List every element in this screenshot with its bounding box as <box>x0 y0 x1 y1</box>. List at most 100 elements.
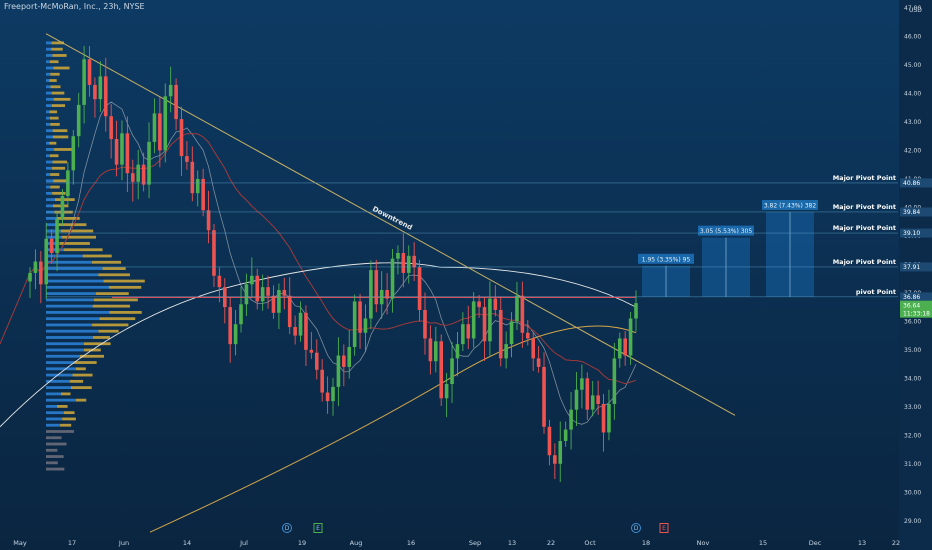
volume-bar-buy <box>46 405 58 408</box>
ema-long-line <box>149 325 637 533</box>
candle-down <box>585 378 590 410</box>
target-box-tag <box>698 225 754 236</box>
candle-down <box>466 324 471 339</box>
volume-bar-sell <box>99 317 136 321</box>
volume-bar-buy <box>46 423 61 427</box>
candle-up <box>515 295 519 322</box>
volume-bar-buy <box>46 348 84 352</box>
candle-up <box>98 76 103 100</box>
volume-bar-sell <box>52 191 66 195</box>
sma-white-line <box>0 262 637 428</box>
candle-up <box>277 290 281 313</box>
volume-bar-buy <box>46 392 61 396</box>
candle-up <box>298 312 303 336</box>
price-tick-label: 42.00 <box>904 147 921 154</box>
volume-bar-buy <box>46 97 54 101</box>
volume-bar-sell <box>50 185 60 189</box>
last-price-label: 36.64 <box>903 303 920 310</box>
price-axis[interactable]: 29.00 30.00 31.00 32.00 33.00 34.00 35.00 36.00… <box>899 0 932 550</box>
candle-up <box>461 324 465 345</box>
volume-bar-sell <box>92 336 111 339</box>
volume-bar-buy <box>46 47 52 51</box>
volume-bar-sell <box>70 386 92 390</box>
candle-up <box>352 301 357 347</box>
event-marker-label: D <box>285 525 290 532</box>
candle-down <box>217 275 222 288</box>
candle-down <box>423 309 427 339</box>
candle-down <box>525 332 530 339</box>
volume-bar-buy <box>46 85 51 89</box>
price-tick-label: 46.00 <box>904 33 921 40</box>
volume-bar-buy <box>46 455 52 458</box>
volume-bar-buy <box>46 267 103 270</box>
candle-up <box>628 318 633 356</box>
candle-down <box>141 164 146 185</box>
earnings-marker <box>313 523 323 533</box>
candle-down <box>385 290 389 299</box>
candle-up <box>580 378 584 390</box>
candle-down <box>93 84 97 100</box>
volume-bar-sell <box>63 248 103 252</box>
candle-down <box>493 298 498 310</box>
candle-down <box>266 287 270 296</box>
volume-bar-sell <box>75 367 86 371</box>
candle-down <box>228 307 232 345</box>
time-tick-label: 16 <box>407 539 415 547</box>
time-tick-label: Jun <box>118 539 129 547</box>
candle-down <box>498 309 503 359</box>
candle-down <box>482 307 487 342</box>
candle-down <box>190 161 195 194</box>
volume-bar-buy <box>46 361 75 364</box>
volume-bar-sell <box>51 47 63 51</box>
volume-bar-buy <box>46 217 57 220</box>
currency-label: USD <box>909 7 922 14</box>
volume-profile <box>46 41 145 471</box>
volume-bar-sell <box>49 461 58 465</box>
volume-bar-sell <box>61 235 96 239</box>
candle-up <box>471 301 476 339</box>
volume-bar-buy <box>46 373 73 377</box>
time-axis[interactable]: May 17 Jun 14 Jul 19 Aug 16 Sep 13 22 Oct 18 Nov 15 Dec… <box>13 539 900 547</box>
volume-bar-buy <box>46 430 61 433</box>
candle-down <box>623 338 627 356</box>
volume-bar-buy <box>46 41 52 45</box>
volume-bar-buy <box>46 436 51 440</box>
volume-bar-sell <box>59 242 90 245</box>
candle-up <box>331 386 335 402</box>
price-tag-background <box>900 228 932 238</box>
time-tick-label: Nov <box>697 539 710 547</box>
volume-bar-sell <box>63 411 75 415</box>
volume-bar-buy <box>46 304 93 308</box>
volume-bar-sell <box>72 373 93 377</box>
candle-down <box>287 295 292 328</box>
candle-down <box>174 84 178 120</box>
candle-up <box>250 275 254 285</box>
target-box-label: 3.82 (7.43%) 382 <box>764 202 817 209</box>
volume-bar-sell <box>50 173 60 176</box>
volume-bar-sell <box>56 217 80 220</box>
volume-bar-buy <box>46 298 95 302</box>
price-tag-label: 39.84 <box>903 209 920 216</box>
volume-bar-sell <box>53 97 71 101</box>
candle-down <box>439 341 444 399</box>
candle-down <box>601 403 606 433</box>
candle-up <box>612 358 617 404</box>
volume-bar-buy <box>46 179 54 183</box>
candle-down <box>542 366 546 427</box>
candle-up <box>44 238 49 285</box>
volume-bar-buy <box>46 285 110 289</box>
volume-bar-sell <box>52 442 67 446</box>
volume-bar-buy <box>46 148 55 151</box>
volume-bar-sell <box>49 79 57 82</box>
earnings-marker <box>659 523 669 533</box>
time-tick-label: 15 <box>759 539 767 547</box>
volume-bar-sell <box>49 141 57 145</box>
candle-down <box>428 338 433 362</box>
volume-bar-buy <box>46 160 53 164</box>
candle-up <box>28 272 32 282</box>
price-tick-label: 45.00 <box>904 62 921 69</box>
volume-bar-sell <box>52 54 67 57</box>
